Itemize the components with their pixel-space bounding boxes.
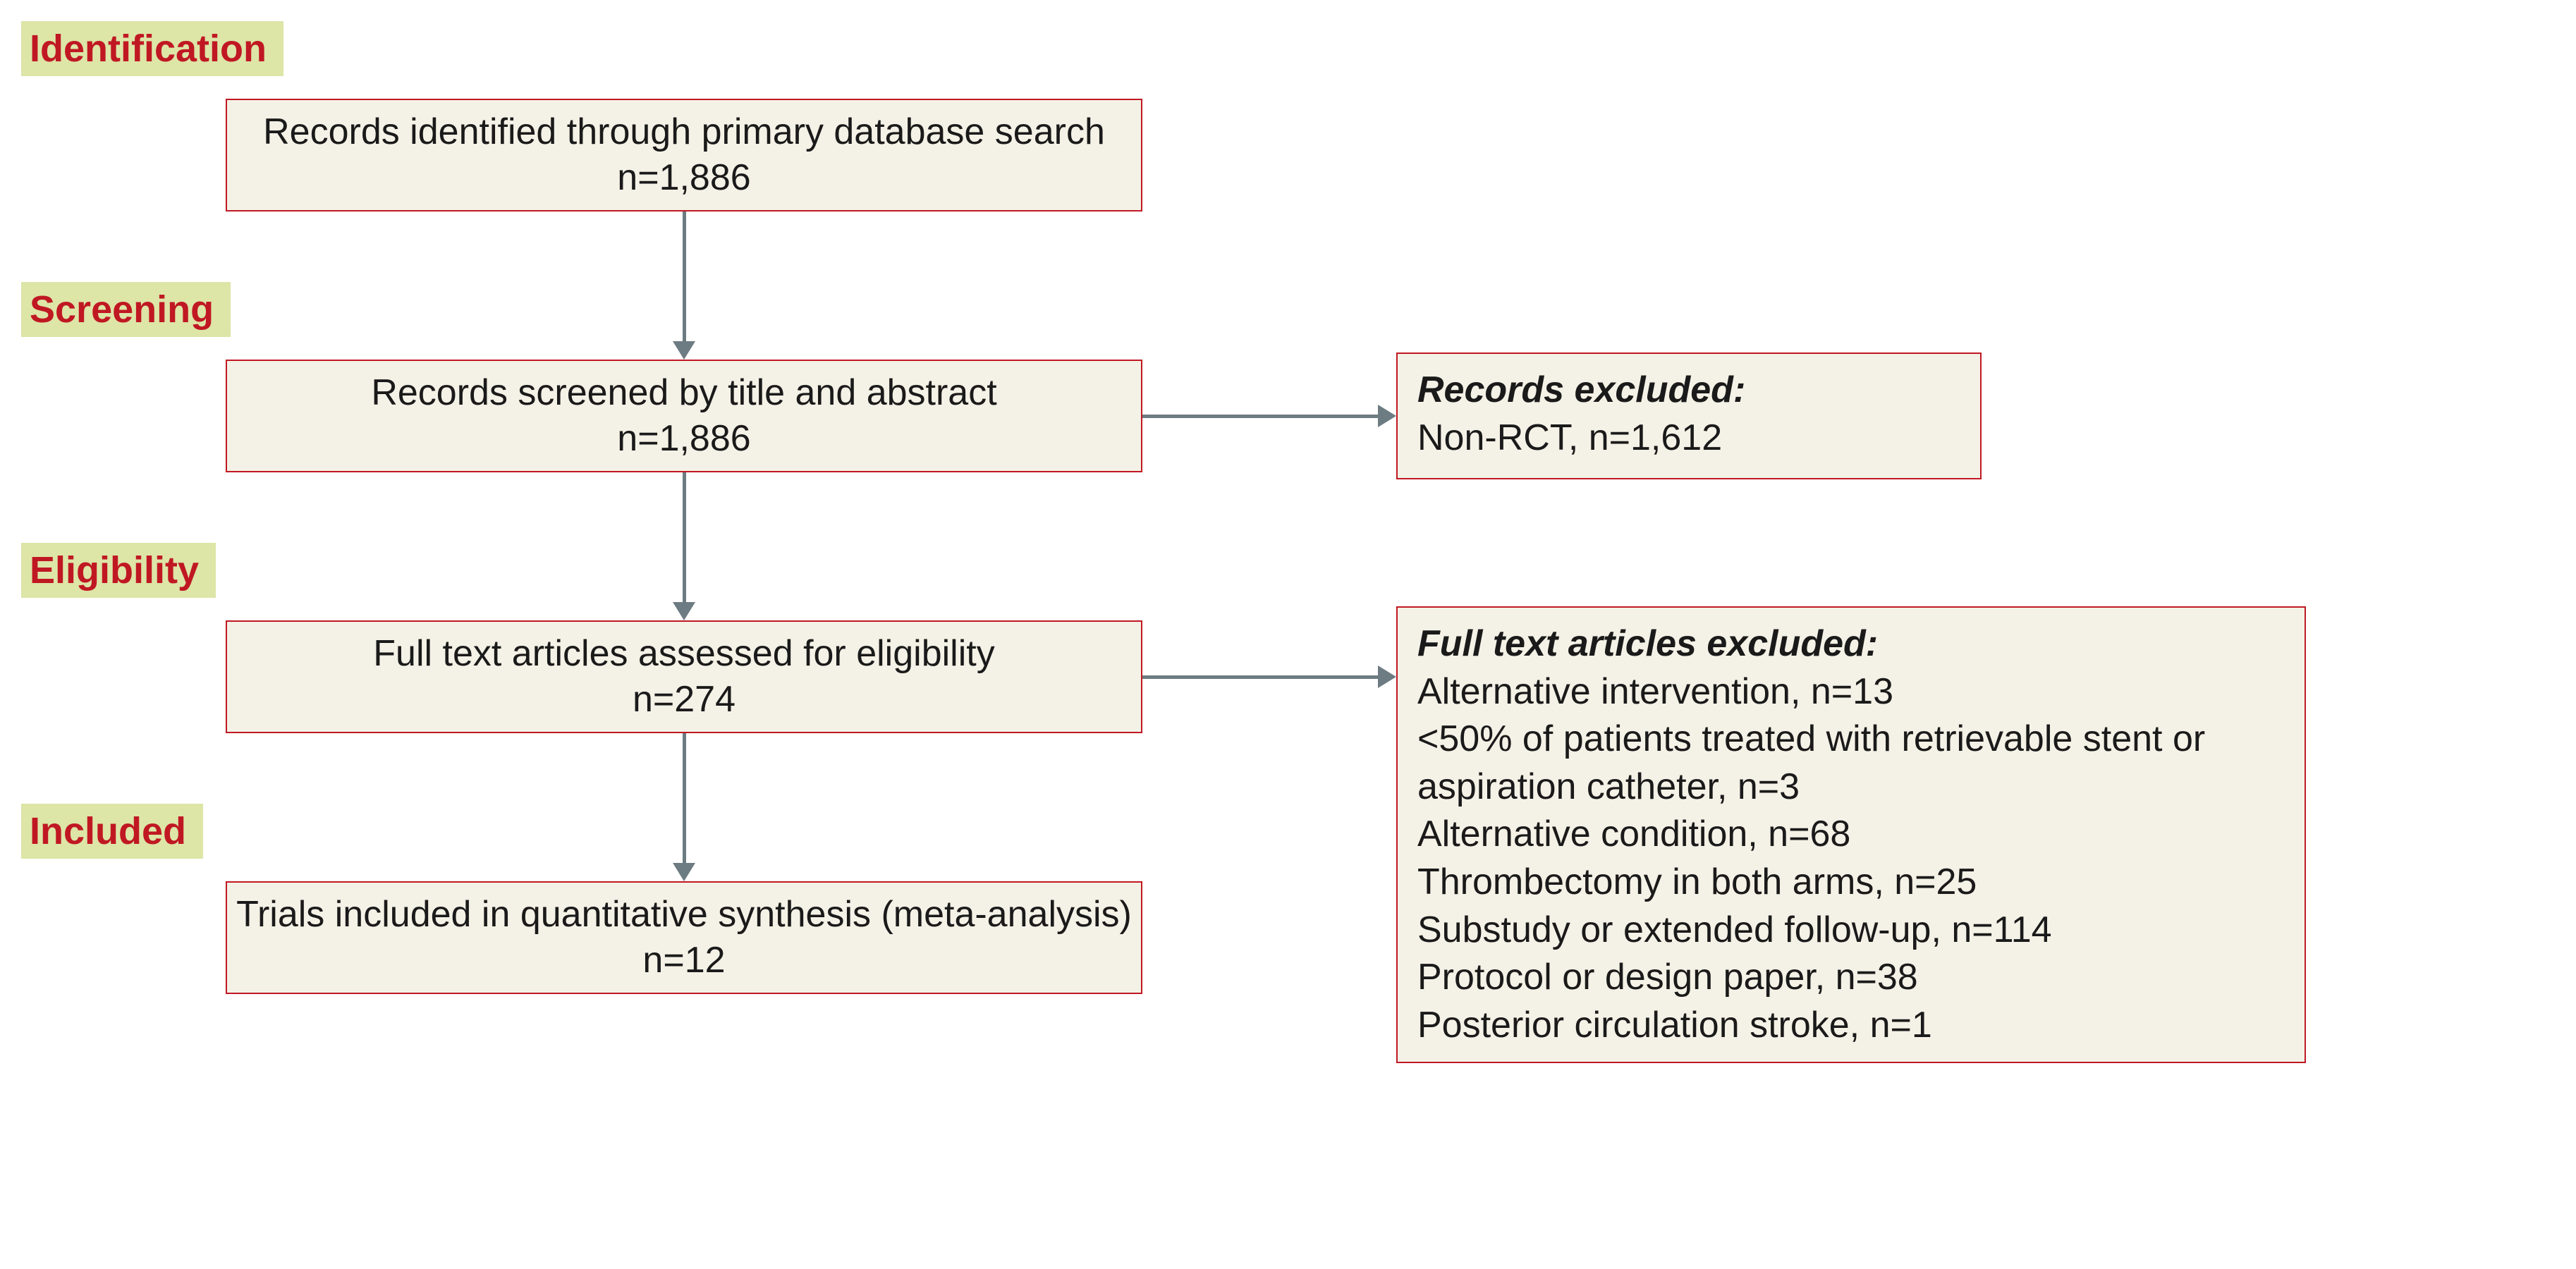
flow-box-line2: n=274: [633, 677, 735, 723]
arrow-down-head-2: [673, 863, 695, 881]
exclusion-title: Records excluded:: [1417, 367, 1960, 415]
stage-label-eligibility: Eligibility: [21, 543, 216, 598]
arrow-down-head-0: [673, 341, 695, 360]
arrow-down-head-1: [673, 602, 695, 620]
exclusion-line: Protocol or design paper, n=38: [1417, 954, 2285, 1002]
flow-box-line2: n=1,886: [617, 416, 750, 462]
exclusion-line: Non-RCT, n=1,612: [1417, 415, 1960, 462]
arrow-right-head-0: [1378, 405, 1396, 427]
flow-box-b1: Records identified through primary datab…: [226, 99, 1142, 212]
stage-label-included: Included: [21, 804, 203, 859]
prisma-flowchart: Identification Screening Eligibility Includ…: [21, 21, 2560, 1248]
flow-box-b3: Full text articles assessed for eligibil…: [226, 620, 1142, 733]
exclusion-line: Posterior circulation stroke, n=1: [1417, 1002, 2285, 1050]
flow-box-b2: Records screened by title and abstractn=…: [226, 360, 1142, 472]
flow-box-b4: Trials included in quantitative synthesi…: [226, 881, 1142, 994]
arrow-down-0: [683, 212, 686, 343]
arrow-right-0: [1142, 415, 1379, 418]
exclusion-box-e2: Full text articles excluded:Alternative …: [1396, 606, 2306, 1063]
exclusion-title: Full text articles excluded:: [1417, 620, 2285, 668]
stage-label-identification: Identification: [21, 21, 283, 76]
flow-box-line1: Trials included in quantitative synthesi…: [236, 892, 1132, 938]
exclusion-line: Alternative intervention, n=13: [1417, 668, 2285, 716]
flow-box-line1: Full text articles assessed for eligibil…: [373, 631, 994, 677]
exclusion-line: <50% of patients treated with retrievabl…: [1417, 716, 2285, 811]
exclusion-box-e1: Records excluded:Non-RCT, n=1,612: [1396, 352, 1982, 479]
exclusion-line: Thrombectomy in both arms, n=25: [1417, 859, 2285, 907]
exclusion-line: Substudy or extended follow-up, n=114: [1417, 907, 2285, 955]
flow-box-line2: n=12: [642, 938, 725, 983]
arrow-down-2: [683, 733, 686, 864]
stage-label-screening: Screening: [21, 282, 231, 337]
flow-box-line1: Records identified through primary datab…: [263, 109, 1105, 155]
flow-box-line2: n=1,886: [617, 155, 750, 201]
exclusion-line: Alternative condition, n=68: [1417, 811, 2285, 859]
arrow-down-1: [683, 472, 686, 603]
arrow-right-1: [1142, 675, 1379, 679]
flow-box-line1: Records screened by title and abstract: [371, 370, 996, 416]
arrow-right-head-1: [1378, 666, 1396, 688]
